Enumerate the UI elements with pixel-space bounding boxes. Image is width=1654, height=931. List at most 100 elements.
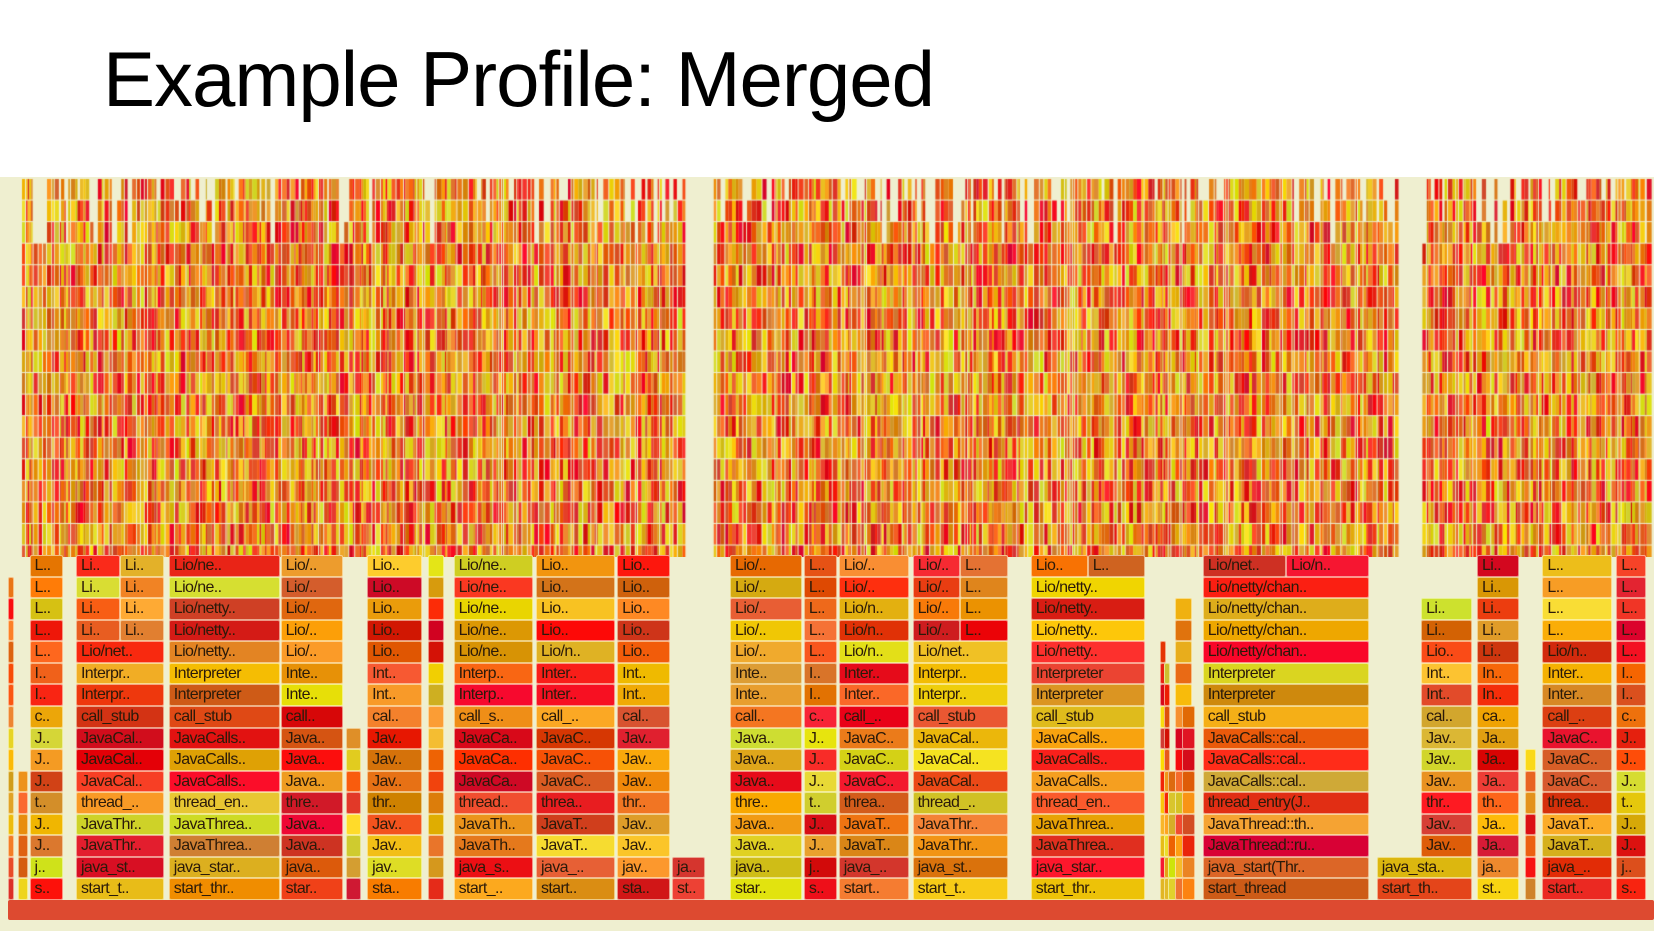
flame-frame[interactable]: Inte.. [730, 684, 802, 706]
flame-frame[interactable]: Inter.. [838, 684, 910, 706]
flame-frame[interactable]: JavaT.. [1542, 835, 1613, 857]
flame-frame[interactable]: JavaThr.. [75, 813, 164, 836]
flame-frame[interactable]: Lio/.. [912, 598, 961, 620]
flame-frame[interactable]: JavaCa.. [453, 727, 533, 750]
flame-frame[interactable]: In.. [1477, 684, 1520, 706]
flame-frame[interactable]: t.. [1616, 792, 1646, 814]
flame-frame[interactable]: Lio.. [617, 619, 670, 642]
flame-frame[interactable] [427, 813, 444, 836]
flame-frame[interactable]: JavaT.. [535, 813, 616, 836]
flame-frame[interactable]: JavaC.. [535, 770, 616, 793]
flame-frame[interactable]: cal.. [617, 705, 670, 728]
flame-frame[interactable] [427, 770, 444, 793]
flame-frame[interactable] [8, 749, 15, 771]
flame-frame[interactable]: Lio/netty.. [168, 641, 280, 663]
flame-frame[interactable]: J.. [1616, 813, 1646, 836]
flame-frame[interactable]: J.. [29, 727, 64, 750]
flame-frame[interactable]: Java.. [730, 813, 802, 836]
flame-frame[interactable]: Lio.. [535, 576, 616, 599]
flame-frame[interactable]: Ja.. [1477, 749, 1520, 771]
flame-frame[interactable]: L.. [803, 641, 837, 663]
flame-frame[interactable]: Int.. [367, 684, 422, 706]
flame-frame[interactable]: L.. [1542, 598, 1613, 620]
flame-frame[interactable]: java_star.. [1030, 856, 1145, 879]
flame-frame[interactable]: Java.. [280, 813, 343, 836]
flame-frame[interactable]: Li.. [1477, 641, 1520, 663]
flame-frame[interactable]: Interpreter [1030, 684, 1145, 706]
flame-frame[interactable]: Lio/ne.. [453, 576, 533, 599]
flame-frame[interactable] [1174, 641, 1193, 663]
flame-frame[interactable] [18, 856, 29, 879]
flame-frame[interactable]: L.. [1542, 619, 1613, 642]
flame-frame[interactable]: Lio/netty.. [168, 619, 280, 642]
flame-frame[interactable]: Interpr.. [912, 662, 1008, 685]
flame-frame[interactable]: Lio/netty.. [168, 598, 280, 620]
flame-frame[interactable] [427, 705, 444, 728]
flame-frame[interactable]: Lio/n.. [1286, 555, 1370, 577]
flame-frame[interactable]: L.. [803, 598, 837, 620]
flame-frame[interactable]: JavaThrea.. [168, 835, 280, 857]
flame-frame[interactable]: threa.. [1542, 792, 1613, 814]
flame-frame[interactable]: JavaCal.. [75, 749, 164, 771]
flame-frame[interactable]: s.. [1616, 878, 1646, 900]
flame-frame[interactable]: t.. [803, 792, 837, 814]
flame-frame[interactable] [8, 641, 15, 663]
flame-frame[interactable]: call_stub [912, 705, 1008, 728]
flame-frame[interactable] [427, 641, 444, 663]
flame-frame[interactable]: JavaCalls.. [1030, 749, 1145, 771]
flame-frame[interactable] [8, 705, 15, 728]
flame-frame[interactable] [1164, 662, 1171, 685]
flame-frame[interactable] [8, 619, 15, 642]
flame-frame[interactable]: Jav.. [1421, 727, 1472, 750]
flame-frame[interactable]: JavaCa.. [453, 770, 533, 793]
flame-frame[interactable]: JavaT.. [838, 813, 910, 836]
flame-frame[interactable]: Inte.. [730, 662, 802, 685]
flame-frame[interactable]: sta.. [617, 878, 670, 900]
flame-frame[interactable] [1181, 792, 1196, 814]
flame-frame[interactable]: s.. [29, 878, 64, 900]
flame-frame[interactable]: Interpr.. [75, 684, 164, 706]
flame-frame[interactable] [1181, 856, 1196, 879]
flame-frame[interactable]: Int.. [1421, 684, 1472, 706]
flame-frame[interactable]: call_s.. [453, 705, 533, 728]
flame-frame[interactable]: Lio/.. [730, 555, 802, 577]
flame-frame[interactable] [1174, 619, 1193, 642]
flame-frame[interactable]: Ja.. [1477, 835, 1520, 857]
flame-frame[interactable]: c.. [803, 705, 837, 728]
flame-frame[interactable]: JavaThread::ru.. [1202, 835, 1370, 857]
flame-frame[interactable]: Inter.. [535, 662, 616, 685]
flame-frame[interactable] [8, 878, 15, 900]
flame-frame[interactable]: Li.. [75, 619, 120, 642]
flame-frame[interactable]: Li.. [119, 619, 164, 642]
flame-frame[interactable]: L.. [960, 555, 1008, 577]
flame-frame[interactable]: Lio/.. [730, 619, 802, 642]
flame-frame[interactable]: Lio/.. [912, 576, 961, 599]
flame-frame[interactable]: In.. [1477, 662, 1520, 685]
flame-frame[interactable]: JavaThread::th.. [1202, 813, 1370, 836]
flame-frame[interactable]: Java.. [730, 749, 802, 771]
flame-frame[interactable]: Lio/net.. [75, 641, 164, 663]
flame-frame[interactable]: call_.. [535, 705, 616, 728]
flame-frame[interactable]: Int.. [1421, 662, 1472, 685]
flame-frame[interactable]: JavaCalls::cal.. [1202, 727, 1370, 750]
flame-frame[interactable]: Inte.. [280, 662, 343, 685]
flame-frame[interactable]: Jav.. [367, 813, 422, 836]
flame-frame[interactable] [8, 856, 15, 879]
flame-frame[interactable]: Java.. [280, 835, 343, 857]
flame-frame[interactable] [427, 684, 444, 706]
flame-frame[interactable]: java.. [730, 856, 802, 879]
flame-frame[interactable]: Lio/.. [280, 576, 343, 599]
flame-frame[interactable]: Java.. [280, 770, 343, 793]
flame-frame[interactable]: Lio/netty/chan.. [1202, 641, 1370, 663]
flame-frame[interactable]: java_.. [1542, 856, 1613, 879]
flame-frame[interactable]: I.. [29, 684, 64, 706]
flame-frame[interactable]: Inter.. [1542, 684, 1613, 706]
flame-frame[interactable] [1524, 749, 1536, 771]
flame-frame[interactable]: Li.. [1477, 576, 1520, 599]
flame-frame[interactable]: Lio/net.. [912, 641, 1008, 663]
flame-frame[interactable]: JavaC.. [838, 770, 910, 793]
flame-frame[interactable]: Lio/netty/chan.. [1202, 598, 1370, 620]
flame-frame[interactable]: java_sta.. [1376, 856, 1472, 879]
flame-frame[interactable] [18, 878, 29, 900]
flame-frame[interactable]: Lio.. [535, 619, 616, 642]
